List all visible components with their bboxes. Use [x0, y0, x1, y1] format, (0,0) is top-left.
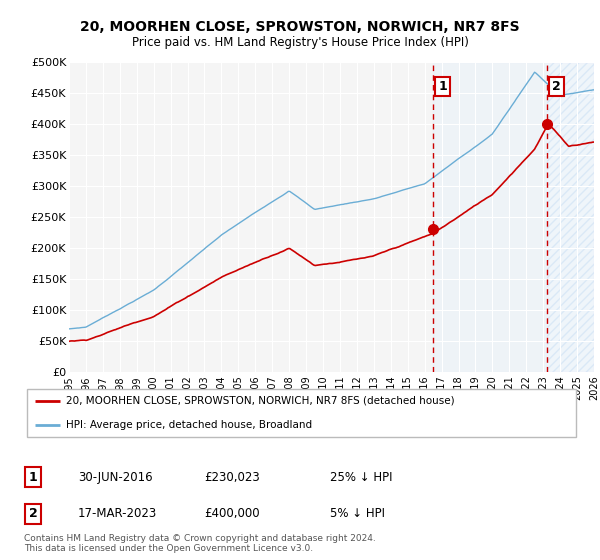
Text: 17-MAR-2023: 17-MAR-2023 [78, 507, 157, 520]
Text: 1: 1 [438, 80, 447, 93]
Text: 1: 1 [29, 470, 37, 484]
FancyBboxPatch shape [27, 389, 577, 437]
Bar [547, 62, 594, 372]
Text: £230,023: £230,023 [204, 470, 260, 484]
Bar [433, 62, 594, 372]
Text: 25% ↓ HPI: 25% ↓ HPI [330, 470, 392, 484]
Text: 2: 2 [551, 80, 560, 93]
Text: Contains HM Land Registry data © Crown copyright and database right 2024.
This d: Contains HM Land Registry data © Crown c… [24, 534, 376, 553]
Text: 30-JUN-2016: 30-JUN-2016 [78, 470, 152, 484]
Text: £400,000: £400,000 [204, 507, 260, 520]
Text: 20, MOORHEN CLOSE, SPROWSTON, NORWICH, NR7 8FS: 20, MOORHEN CLOSE, SPROWSTON, NORWICH, N… [80, 20, 520, 34]
Text: 20, MOORHEN CLOSE, SPROWSTON, NORWICH, NR7 8FS (detached house): 20, MOORHEN CLOSE, SPROWSTON, NORWICH, N… [66, 396, 454, 406]
Text: HPI: Average price, detached house, Broadland: HPI: Average price, detached house, Broa… [66, 420, 312, 430]
Bar [547, 62, 594, 372]
Text: 2: 2 [29, 507, 37, 520]
Text: 5% ↓ HPI: 5% ↓ HPI [330, 507, 385, 520]
Text: Price paid vs. HM Land Registry's House Price Index (HPI): Price paid vs. HM Land Registry's House … [131, 36, 469, 49]
